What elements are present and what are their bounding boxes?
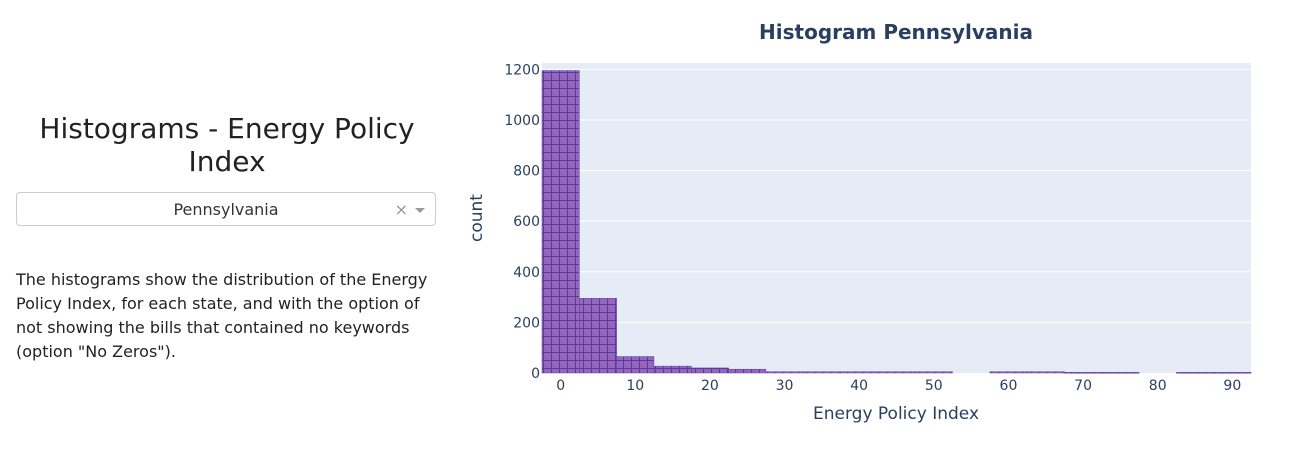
x-axis-label: Energy Policy Index (813, 404, 979, 424)
x-tick-label: 10 (626, 378, 644, 394)
histogram-bar (728, 368, 767, 374)
histogram-bar (541, 70, 580, 374)
histogram-bar (579, 298, 617, 374)
histogram-bar (1176, 371, 1214, 374)
x-tick-label: 60 (1000, 378, 1018, 394)
histogram-bar (989, 371, 1028, 374)
histogram-bar (1064, 371, 1102, 374)
description-text: The histograms show the distribution of … (16, 270, 428, 361)
y-tick-label: 400 (513, 265, 540, 281)
y-tick-label: 1200 (504, 62, 540, 78)
x-tick-label: 0 (556, 378, 565, 394)
state-dropdown-value: Pennsylvania (173, 200, 279, 219)
histogram-bar (765, 371, 804, 374)
y-axis-ticks: 0 200 400 600 800 1000 1200 (504, 62, 540, 382)
x-tick-label: 90 (1223, 378, 1241, 394)
chevron-down-icon[interactable] (415, 208, 425, 213)
histogram-bar (840, 371, 879, 374)
histogram-bar (802, 371, 841, 374)
plot-area (542, 63, 1251, 373)
histogram-bar (653, 365, 692, 374)
clear-icon[interactable]: × (394, 200, 408, 219)
x-tick-label: 80 (1149, 378, 1167, 394)
state-dropdown[interactable]: Pennsylvania × (16, 192, 436, 226)
histogram-chart: 0 10 20 30 40 50 60 70 80 90 0 200 400 600 800 1000 120… (467, 20, 1252, 424)
histogram-bar (1101, 371, 1140, 374)
y-tick-label: 800 (513, 164, 540, 180)
x-tick-label: 50 (925, 378, 943, 394)
histogram-bar (1026, 371, 1065, 374)
histogram-bar (691, 367, 729, 374)
histogram-bar (1213, 371, 1252, 374)
grid-lines (542, 68, 1251, 323)
y-tick-label: 600 (513, 214, 540, 230)
page-title: Histograms - Energy Policy Index (39, 111, 415, 178)
histogram-bar (616, 356, 655, 374)
x-axis-ticks: 0 10 20 30 40 50 60 70 80 90 (556, 378, 1241, 394)
x-tick-label: 30 (776, 378, 794, 394)
y-tick-label: 0 (531, 366, 540, 382)
chart-title: Histogram Pennsylvania (759, 20, 1033, 44)
x-tick-label: 70 (1074, 378, 1092, 394)
x-tick-label: 40 (850, 378, 868, 394)
y-axis-label: count (467, 194, 487, 242)
histogram-bar (914, 371, 953, 374)
y-tick-label: 200 (513, 315, 540, 331)
histogram-bars (541, 70, 1252, 374)
histogram-bar (877, 371, 916, 374)
controls-panel: Histograms - Energy Policy Index Pennsyl… (0, 0, 455, 453)
x-tick-label: 20 (701, 378, 719, 394)
y-tick-label: 1000 (504, 113, 540, 129)
